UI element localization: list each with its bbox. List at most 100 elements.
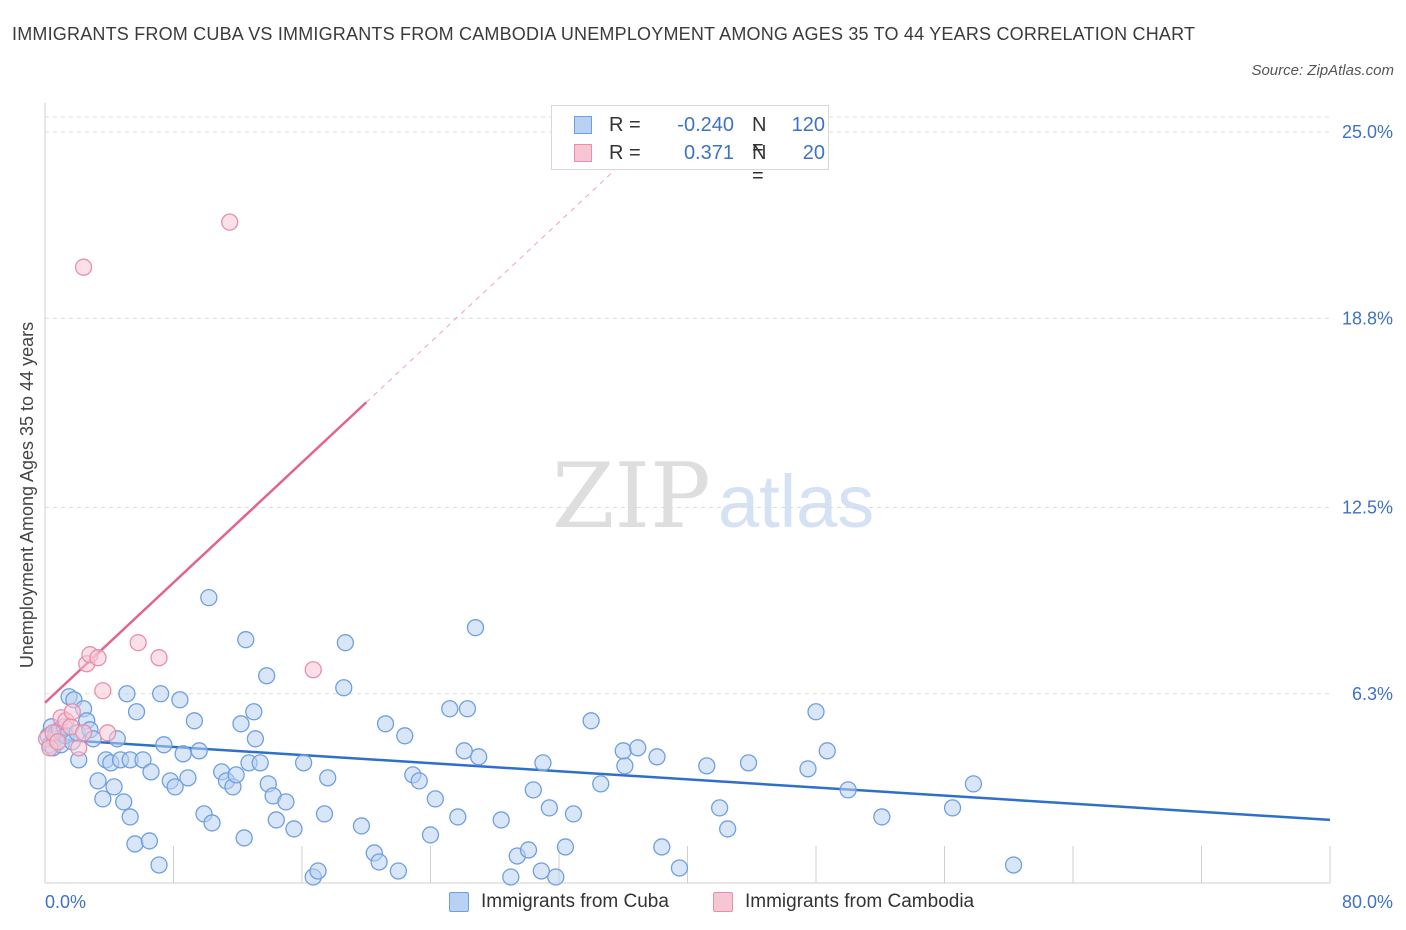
cuba-point (142, 763, 160, 781)
y-tick-label: 25.0% (1342, 122, 1393, 142)
cuba-point (309, 862, 327, 880)
x-tick-labels: 0.0% 80.0% (45, 892, 1393, 912)
cuba-point (258, 667, 276, 685)
legend-r-label: R = (609, 142, 641, 164)
cuba-point (118, 685, 136, 703)
cuba-point (171, 691, 189, 709)
y-tick-label: 18.8% (1342, 308, 1393, 328)
cuba-point (616, 757, 634, 775)
cuba-point (964, 775, 983, 793)
cuba-point (235, 829, 253, 847)
cambodia-point (89, 649, 107, 667)
cuba-point (315, 805, 334, 823)
cuba-point (839, 781, 857, 799)
cuba-point (267, 811, 285, 829)
watermark-atlas: atlas (718, 460, 874, 543)
cuba-trend-line (44, 737, 1331, 822)
cuba-point (648, 748, 666, 766)
cuba-point (127, 703, 146, 721)
cuba-point (370, 853, 388, 871)
cuba-point (277, 793, 295, 811)
cuba-point (458, 700, 477, 718)
cuba-point (492, 811, 510, 829)
cambodia-point (49, 733, 67, 751)
cuba-point (174, 745, 192, 763)
cuba-point (532, 862, 550, 880)
legend-swatch-cuba (574, 116, 592, 134)
cambodia-point (150, 649, 168, 667)
chart-title: IMMIGRANTS FROM CUBA VS IMMIGRANTS FROM … (12, 24, 1196, 44)
cuba-point (352, 817, 371, 835)
cuba-point (227, 766, 245, 784)
cuba-point (140, 832, 159, 850)
legend-n-label: N = (752, 142, 767, 187)
cuba-point (232, 715, 250, 733)
cuba-point (629, 739, 647, 757)
cuba-point (105, 778, 123, 796)
cambodia-point (74, 724, 93, 742)
cuba-point (285, 820, 303, 838)
cuba-point (294, 754, 313, 772)
cambodia-point (74, 258, 93, 276)
cuba-point (200, 588, 218, 607)
cuba-point (455, 742, 473, 760)
cambodia-point (70, 739, 88, 757)
cuba-point (89, 772, 107, 790)
cuba-point (155, 736, 173, 754)
bottom-legend-label-cambodia: Immigrants from Cambodia (745, 891, 975, 912)
bottom-legend-label-cuba: Immigrants from Cuba (481, 891, 669, 912)
cuba-point (237, 631, 255, 649)
cambodia-point (94, 682, 112, 700)
legend-r-value-cambodia: 0.371 (683, 142, 734, 164)
cuba-point (670, 859, 689, 877)
cuba-point (336, 634, 355, 652)
bottom-legend-swatch-cambodia (713, 892, 733, 912)
cuba-point (943, 799, 962, 817)
series-cuba-points (39, 588, 1023, 886)
y-tick-labels: 6.3% 12.5% 18.8% 25.0% (1342, 122, 1393, 704)
cuba-point (556, 838, 575, 856)
x-tick-label: 80.0% (1342, 892, 1393, 912)
cuba-point (502, 868, 520, 886)
cuba-point (151, 685, 170, 703)
y-axis-label: Unemployment Among Ages 35 to 44 years (17, 322, 37, 668)
cuba-point (1004, 856, 1023, 874)
cuba-point (719, 820, 737, 838)
cuba-point (614, 742, 632, 760)
cuba-point (547, 868, 565, 886)
cuba-point (466, 619, 485, 637)
cuba-point (94, 790, 112, 808)
cuba-point (134, 751, 152, 769)
cuba-point (441, 700, 459, 718)
cuba-point (190, 742, 208, 760)
cuba-point (739, 754, 758, 772)
cuba-point (150, 856, 168, 874)
cuba-point (246, 730, 265, 748)
cuba-point (426, 790, 444, 808)
cuba-point (449, 808, 467, 826)
cuba-point (653, 838, 671, 856)
legend-n-label: N = (752, 114, 767, 159)
cuba-point (799, 760, 817, 778)
cuba-point (807, 703, 825, 721)
cuba-point (421, 826, 440, 844)
cuba-point (818, 742, 836, 760)
cuba-point (251, 754, 269, 772)
cuba-point (166, 778, 184, 796)
cuba-point (540, 799, 559, 817)
cuba-point (519, 841, 538, 859)
cambodia-point (221, 213, 239, 231)
cambodia-point (304, 661, 322, 679)
cuba-point (335, 679, 353, 697)
grid-lines (45, 116, 1330, 695)
y-tick-label: 12.5% (1342, 498, 1393, 518)
cuba-point (873, 808, 891, 826)
cuba-point (524, 781, 542, 799)
cuba-point (185, 712, 204, 730)
x-tick-label: 0.0% (45, 892, 86, 912)
cuba-point (470, 748, 488, 766)
legend-r-value-cuba: -0.240 (677, 114, 734, 136)
legend-n-value-cuba: 120 (791, 114, 825, 136)
cuba-point (121, 808, 139, 826)
